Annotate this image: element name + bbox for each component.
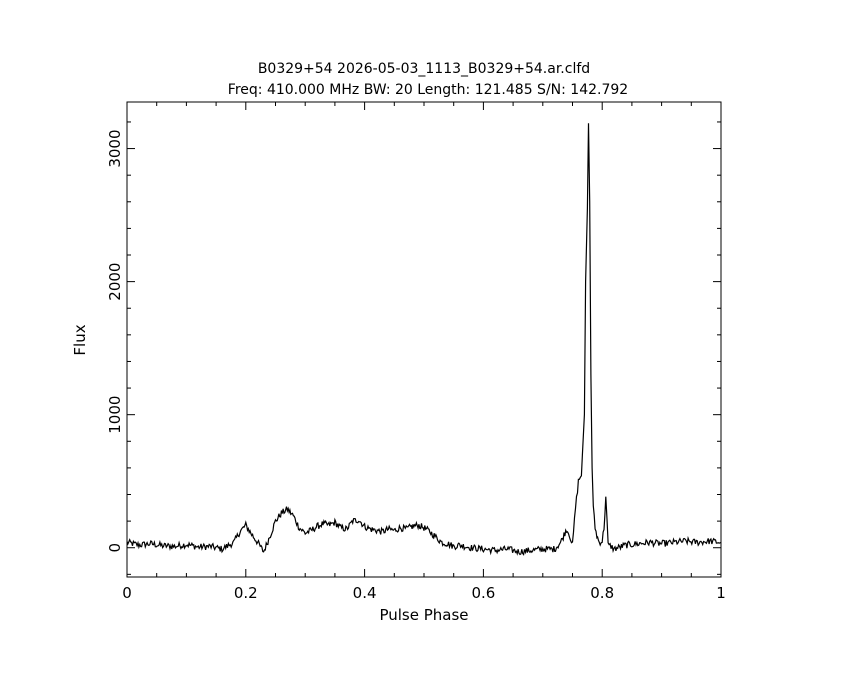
chart-subtitle: Freq: 410.000 MHz BW: 20 Length: 121.485… (228, 82, 628, 98)
y-axis-label: Flux (71, 324, 89, 355)
y-tick-label: 0 (106, 543, 124, 553)
plot-frame (126, 101, 722, 578)
x-tick-label: 0.4 (353, 584, 377, 602)
x-tick-label: 0.6 (471, 584, 495, 602)
flux-series-line (126, 123, 722, 556)
x-tick-label: 0.8 (590, 584, 614, 602)
y-tick-label: 1000 (106, 396, 124, 434)
y-axis-ticks (127, 121, 721, 575)
x-tick-label: 0.2 (234, 584, 258, 602)
y-axis-tick-labels: 0 1000 2000 3000 (106, 129, 124, 552)
y-tick-label: 3000 (106, 129, 124, 167)
x-tick-label: 1 (716, 584, 726, 602)
x-axis-tick-labels: 0 0.2 0.4 0.6 0.8 1 (122, 584, 726, 602)
x-axis-ticks (126, 102, 722, 577)
y-tick-label: 2000 (106, 263, 124, 301)
chart-title: B0329+54 2026-05-03_1113_B0329+54.ar.clf… (258, 61, 590, 77)
x-tick-label: 0 (122, 584, 132, 602)
x-axis-label: Pulse Phase (379, 606, 468, 624)
